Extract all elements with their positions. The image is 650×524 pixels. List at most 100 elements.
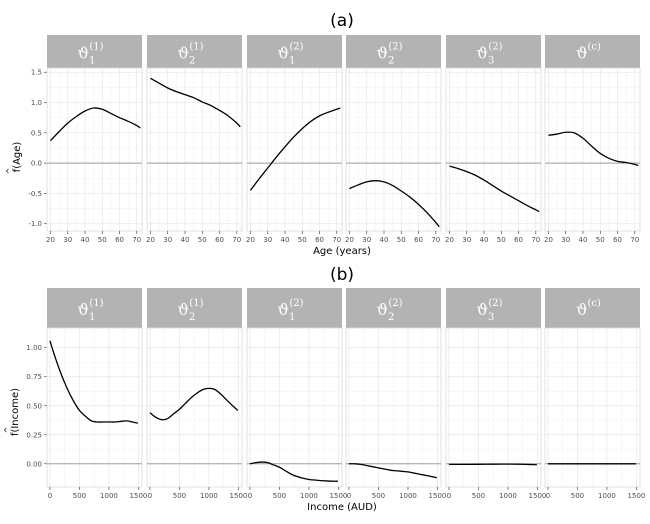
facet-strip	[446, 35, 541, 68]
facet-strip	[346, 35, 441, 68]
facet-strip-label: ϑ3(2)	[477, 298, 503, 323]
xtick-label: 500	[73, 492, 86, 500]
xtick-label: 70	[531, 236, 540, 244]
fig1-panel-2: ϑ1(2) 0 500 1000 1500	[246, 288, 348, 500]
facet-strip-label: ϑ2(1)	[178, 298, 204, 323]
facet-strip-label: ϑ1(2)	[278, 42, 304, 67]
facet-strip	[446, 288, 541, 328]
xtick-label: 60	[115, 236, 124, 244]
plot-area	[544, 327, 641, 488]
facet-strip-label: ϑ1(1)	[78, 298, 104, 323]
fitted-curve	[150, 77, 241, 128]
facet-strip-label: ϑ2(1)	[178, 42, 204, 67]
xtick-label: 30	[63, 236, 72, 244]
facet-strip-label: ϑ(c)	[576, 42, 601, 63]
xtick-label: 30	[561, 236, 570, 244]
fig0-ytick-label: 1.5	[31, 69, 42, 77]
xtick-label: 70	[232, 236, 241, 244]
facet-strip	[47, 288, 142, 328]
fig1-panel-1: ϑ2(1) 0 500 1000 1500	[146, 288, 248, 500]
xtick-label: 50	[497, 236, 506, 244]
plot-area	[445, 327, 542, 488]
plot-area	[46, 327, 143, 488]
xtick-label: 60	[613, 236, 622, 244]
fitted-curve	[448, 463, 537, 466]
fitted-curve	[49, 340, 139, 424]
fig0-ytick-label: -1.0	[28, 220, 42, 228]
plot-area	[246, 67, 343, 232]
xtick-label: 500	[571, 492, 584, 500]
xtick-label: 50	[198, 236, 207, 244]
fig1-panel-3: ϑ2(2) 0 500 1000 1500	[345, 288, 447, 500]
figure-b-xlabel: Income (AUD)	[307, 502, 377, 513]
xtick-label: 1500	[230, 492, 248, 500]
xtick-label: 1500	[529, 492, 547, 500]
figure-b-title: (b)	[330, 265, 354, 285]
xtick-label: 60	[215, 236, 224, 244]
facet-strip-label: ϑ1(2)	[278, 298, 304, 323]
plot-area	[46, 67, 143, 232]
xtick-label: 1500	[429, 492, 447, 500]
fitted-curve	[249, 107, 341, 191]
facet-strip	[346, 288, 441, 328]
facet-strip-label: ϑ2(2)	[377, 298, 403, 323]
xtick-label: 40	[480, 236, 489, 244]
fig0-ytick-label: 0.5	[31, 129, 42, 137]
figure-b-ylabel-text: f(Income)	[10, 388, 21, 436]
xtick-label: 0	[546, 492, 550, 500]
xtick-label: 40	[181, 236, 190, 244]
facet-strip-label: ϑ1(1)	[78, 42, 104, 67]
svg-text:f(Age): f(Age)	[12, 142, 23, 173]
xtick-label: 20	[246, 236, 255, 244]
xtick-label: 20	[146, 236, 155, 244]
xtick-label: 50	[98, 236, 107, 244]
xtick-label: 0	[248, 492, 252, 500]
xtick-label: 70	[630, 236, 639, 244]
fig0-ytick-label: -0.5	[28, 190, 42, 198]
xtick-label: 30	[362, 236, 371, 244]
svg-text:f(Income): f(Income)	[10, 388, 21, 436]
xtick-label: 1000	[598, 492, 616, 500]
xtick-label: 30	[462, 236, 471, 244]
xtick-label: 60	[514, 236, 523, 244]
fig1-ytick-label: 0.00	[26, 460, 42, 468]
xtick-label: 500	[472, 492, 485, 500]
facet-strip-label: ϑ(c)	[576, 298, 601, 319]
figure-b-ylabel-hat: ^	[3, 427, 12, 434]
xtick-label: 20	[345, 236, 354, 244]
plot-area	[345, 327, 442, 488]
fig1-ytick-label: 0.75	[26, 373, 42, 381]
xtick-label: 500	[273, 492, 286, 500]
xtick-label: 30	[263, 236, 272, 244]
xtick-label: 0	[447, 492, 451, 500]
figure-a-ylabel-hat: ^	[5, 168, 14, 175]
xtick-label: 1000	[100, 492, 118, 500]
xtick-label: 60	[315, 236, 324, 244]
figure-a-xlabel: Age (years)	[313, 246, 371, 257]
xtick-label: 1500	[130, 492, 148, 500]
xtick-label: 1000	[300, 492, 318, 500]
fig0-ytick-label: 1.0	[31, 99, 42, 107]
figure-a-title: (a)	[330, 11, 354, 31]
facet-strip-label: ϑ3(2)	[477, 42, 503, 67]
xtick-label: 20	[544, 236, 553, 244]
figure-a-ylabel: f(Age) ^	[5, 142, 23, 175]
fig1-ytick-label: 0.25	[26, 431, 42, 439]
fitted-curve	[449, 165, 540, 213]
fitted-curve	[349, 180, 440, 228]
xtick-label: 50	[298, 236, 307, 244]
fig0-panel-2: ϑ1(2) 20 30 40 50 60 70	[246, 35, 343, 244]
plot-area	[544, 67, 641, 232]
xtick-label: 40	[81, 236, 90, 244]
figure-b-ylabel: f(Income) ^	[3, 388, 21, 436]
xtick-label: 1500	[628, 492, 646, 500]
fig1-panel-4: ϑ3(2) 0 500 1000 1500	[445, 288, 547, 500]
facet-strip	[545, 288, 640, 328]
xtick-label: 20	[46, 236, 55, 244]
facet-strip	[47, 35, 142, 68]
xtick-label: 0	[148, 492, 152, 500]
xtick-label: 1500	[330, 492, 348, 500]
fig0-panel-3: ϑ2(2) 20 30 40 50 60 70	[345, 35, 442, 244]
xtick-label: 1000	[399, 492, 417, 500]
